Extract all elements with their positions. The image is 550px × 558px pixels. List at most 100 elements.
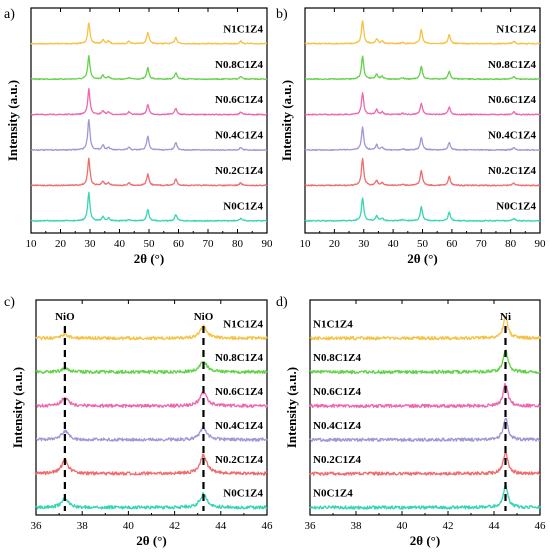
series-line [30, 55, 268, 81]
x-tick-label: 20 [329, 238, 341, 250]
series-line [309, 349, 541, 375]
series-label: N0.4C1Z4 [215, 130, 263, 142]
panel-1: a) 10 20 30 40 50 60 70 80 90 2θ (°) Intensity (a.u… [4, 7, 273, 266]
series-label: N0.8C1Z4 [313, 352, 361, 364]
series-line [309, 315, 541, 341]
x-tick-label: 40 [123, 520, 135, 532]
series-label: N0.6C1Z4 [215, 94, 263, 106]
x-tick-label: 60 [173, 238, 185, 250]
series-label: N1C1Z4 [313, 318, 353, 330]
plot-frame [35, 299, 268, 516]
x-tick-label: 10 [300, 238, 312, 250]
series-line [35, 391, 268, 409]
series-line [309, 382, 541, 409]
series-label: N1C1Z4 [223, 23, 263, 35]
series-line [35, 324, 268, 341]
x-tick-label: 38 [77, 520, 89, 532]
series-label: N0.4C1Z4 [488, 130, 536, 142]
panel-label: a) [4, 7, 15, 22]
series-label: N0.6C1Z4 [313, 386, 361, 398]
series-line [30, 157, 268, 187]
x-tick-label: 80 [505, 238, 517, 250]
series-label: N0.2C1Z4 [313, 454, 361, 466]
x-tick-label: 42 [443, 520, 454, 532]
series-line [304, 197, 541, 222]
series-line [35, 360, 268, 375]
series-line [309, 484, 541, 510]
x-tick-label: 70 [476, 238, 488, 250]
series-line [35, 425, 268, 442]
x-axis-title: 2θ (°) [136, 533, 166, 548]
x-tick-label: 10 [26, 238, 38, 250]
x-tick-label: 44 [489, 520, 501, 532]
x-tick-label: 50 [144, 238, 156, 250]
series-line [30, 22, 268, 45]
x-tick-label: 38 [351, 520, 363, 532]
x-tick-label: 44 [215, 520, 227, 532]
plot-frame [304, 7, 541, 234]
x-tick-label: 42 [169, 520, 180, 532]
series-label: N0.8C1Z4 [488, 59, 536, 71]
series-label: N0C1Z4 [223, 488, 263, 500]
series-label: N1C1Z4 [223, 318, 263, 330]
y-axis-title: Intensity (a.u.) [10, 367, 25, 448]
series-line [30, 87, 268, 116]
series-line [35, 492, 268, 510]
series-line [304, 92, 541, 116]
x-tick-label: 50 [417, 238, 429, 250]
series-label: N0.6C1Z4 [215, 386, 263, 398]
panel-2: b) 10 20 30 40 50 60 70 80 90 2θ (°) Intensity (a.u… [276, 7, 546, 266]
series-label: N0.8C1Z4 [215, 59, 263, 71]
series-label: N0.4C1Z4 [215, 420, 263, 432]
x-tick-label: 40 [114, 238, 126, 250]
x-tick-label: 70 [203, 238, 215, 250]
panel-label: b) [276, 7, 288, 22]
series-label: N0C1Z4 [496, 200, 536, 212]
x-tick-label: 90 [535, 238, 547, 250]
series-label: N0.6C1Z4 [488, 94, 536, 106]
plot-frame [30, 7, 268, 234]
x-tick-label: 40 [388, 238, 400, 250]
x-tick-label: 46 [535, 520, 547, 532]
series-line [30, 191, 268, 222]
annotation-label: Ni [500, 311, 511, 323]
series-label: N0C1Z4 [223, 200, 263, 212]
series-label: N0.2C1Z4 [215, 454, 263, 466]
x-axis-title: 2θ (°) [134, 251, 164, 266]
series-line [304, 20, 541, 45]
x-tick-label: 46 [262, 520, 274, 532]
x-tick-label: 90 [262, 238, 274, 250]
series-line [30, 118, 268, 152]
series-label: N1C1Z4 [496, 23, 536, 35]
x-tick-label: 30 [358, 238, 370, 250]
x-tick-label: 40 [397, 520, 409, 532]
x-tick-label: 36 [31, 520, 43, 532]
panel-4: d) 36 38 40 42 44 46 2θ (°) Intensity (a.u.) N1C1… [276, 295, 546, 548]
panel-label: c) [4, 295, 15, 310]
series-label: N0.2C1Z4 [215, 165, 263, 177]
annotation-label: NiO [55, 311, 75, 323]
series-line [304, 157, 541, 187]
panel-3: c) 36 38 40 42 44 46 2θ (°) Intensity (a.u.) N1C1… [4, 295, 273, 548]
panel-label: d) [276, 295, 288, 310]
x-tick-label: 30 [85, 238, 97, 250]
series-label: N0.8C1Z4 [215, 352, 263, 364]
series-label: N0.4C1Z4 [313, 420, 361, 432]
x-tick-label: 80 [232, 238, 244, 250]
x-axis-title: 2θ (°) [407, 251, 437, 266]
y-axis-title: Intensity (a.u.) [284, 367, 299, 448]
y-axis-title: Intensity (a.u.) [5, 80, 20, 161]
annotation-label: NiO [194, 311, 214, 323]
series-line [309, 450, 541, 476]
series-line [309, 417, 541, 442]
x-tick-label: 60 [446, 238, 458, 250]
series-label: N0C1Z4 [313, 488, 353, 500]
series-label: N0.2C1Z4 [488, 165, 536, 177]
series-line [35, 453, 268, 476]
x-tick-label: 20 [55, 238, 67, 250]
series-line [304, 55, 541, 81]
x-axis-title: 2θ (°) [410, 533, 440, 548]
y-axis-title: Intensity (a.u.) [279, 80, 294, 161]
series-line [304, 126, 541, 152]
